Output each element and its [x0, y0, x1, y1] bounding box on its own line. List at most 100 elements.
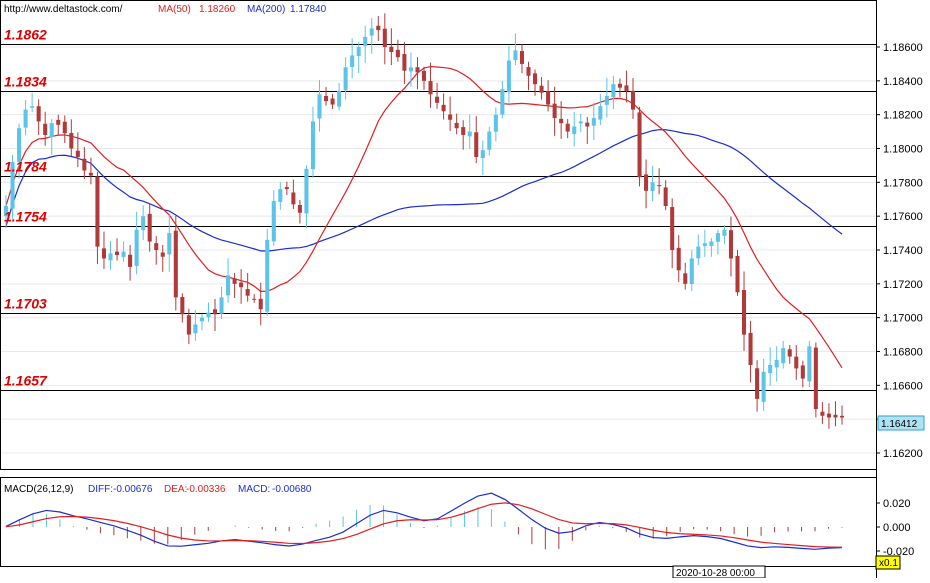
- macd-title: MACD(26,12,9): [4, 484, 73, 495]
- macd-dea-value: -0.00336: [186, 484, 226, 495]
- macd-hist-value: -0.00680: [272, 484, 312, 495]
- price-tick-label: 1.17000: [883, 313, 923, 325]
- price-tick-label: 1.16200: [883, 448, 923, 460]
- macd-dea-label: DEA:: [164, 484, 187, 495]
- macd-diff-line: [5, 492, 843, 550]
- candle-body: [141, 216, 146, 231]
- candle-body: [324, 95, 329, 102]
- candle-body: [95, 176, 100, 247]
- candle-body: [598, 106, 603, 120]
- candle-body: [284, 187, 289, 190]
- candle-body: [376, 25, 381, 31]
- crosshair-timestamp: 2020-10-28 00:00: [676, 568, 755, 578]
- candle-body: [75, 150, 80, 157]
- candle-body: [467, 131, 472, 137]
- candle-body: [167, 233, 172, 255]
- candle-body: [415, 67, 420, 73]
- candle-body: [728, 230, 733, 259]
- candle-body: [480, 150, 485, 159]
- candle-body: [552, 103, 557, 119]
- candle-body: [428, 81, 433, 95]
- candle-body: [735, 255, 740, 293]
- candle-body: [369, 28, 374, 36]
- candle-body: [82, 158, 87, 171]
- candle-body: [330, 98, 335, 105]
- candle-body: [696, 246, 701, 259]
- candle-body: [49, 123, 54, 138]
- candle-body: [343, 67, 348, 91]
- level-label: 1.1657: [4, 373, 48, 389]
- candle-body: [36, 106, 41, 122]
- candle-body: [62, 121, 67, 134]
- candle-body: [212, 309, 218, 315]
- candle-body: [559, 118, 564, 124]
- candle-body: [689, 258, 694, 284]
- candle-body: [382, 28, 387, 47]
- price-tick-label: 1.18600: [883, 42, 923, 54]
- candle-body: [395, 49, 400, 58]
- candle-body: [657, 185, 662, 187]
- current-price-tag: [877, 415, 925, 431]
- candle-body: [252, 298, 257, 300]
- candle-body: [611, 84, 616, 98]
- zoom-value[interactable]: x0.1: [879, 558, 898, 569]
- candle-body: [794, 356, 799, 369]
- candle-body: [265, 239, 270, 312]
- candle-body: [474, 132, 479, 157]
- candle-body: [461, 127, 466, 135]
- candle-body: [513, 50, 518, 61]
- candle-body: [839, 415, 845, 418]
- level-label: 1.1754: [4, 209, 47, 225]
- candle-body: [533, 73, 538, 85]
- candle-body: [787, 349, 792, 357]
- candle-body: [115, 251, 120, 256]
- macd-hist-label: MACD:: [238, 484, 270, 495]
- ma200-label: MA(200): [247, 4, 285, 15]
- candle-body: [3, 206, 9, 217]
- candle-body: [173, 230, 178, 298]
- candle-body: [17, 128, 22, 162]
- price-tick-label: 1.18400: [883, 76, 923, 88]
- zoom-badge[interactable]: [875, 555, 901, 570]
- candle-body: [245, 289, 250, 296]
- candle-body: [644, 174, 649, 191]
- candle-body: [317, 94, 322, 119]
- candle-body: [258, 298, 263, 310]
- candle-body: [774, 359, 779, 368]
- candle-body: [199, 317, 204, 322]
- candle-body: [421, 70, 427, 81]
- candle-body: [23, 109, 28, 128]
- ma200-line: [5, 129, 843, 252]
- candle-body: [624, 85, 629, 91]
- candle-body: [193, 324, 198, 334]
- candle-body: [435, 96, 440, 103]
- candle-body: [709, 241, 714, 246]
- candle-body: [278, 189, 283, 202]
- candle-body: [408, 67, 413, 72]
- candle-body: [101, 248, 106, 259]
- candle-body: [604, 96, 609, 105]
- candle-body: [160, 252, 165, 257]
- candle-body: [186, 315, 191, 335]
- price-tick-label: 1.18000: [883, 144, 923, 156]
- candle-body: [291, 192, 296, 205]
- level-label: 1.1862: [4, 27, 47, 43]
- candle-body: [271, 200, 276, 242]
- candle-body: [226, 275, 231, 296]
- candle-body: [30, 106, 35, 108]
- candle-body: [630, 90, 636, 110]
- price-tick-label: 1.17200: [883, 279, 923, 291]
- level-label: 1.1834: [4, 74, 47, 90]
- candle-body: [572, 126, 577, 135]
- candle-body: [526, 67, 531, 76]
- candle-body: [702, 243, 707, 247]
- candle-body: [663, 187, 668, 207]
- candle-body: [356, 47, 361, 56]
- level-label: 1.1703: [4, 296, 47, 312]
- candle-body: [761, 371, 766, 402]
- candle-body: [493, 114, 498, 132]
- candle-body: [683, 273, 688, 284]
- candle-body: [585, 122, 590, 127]
